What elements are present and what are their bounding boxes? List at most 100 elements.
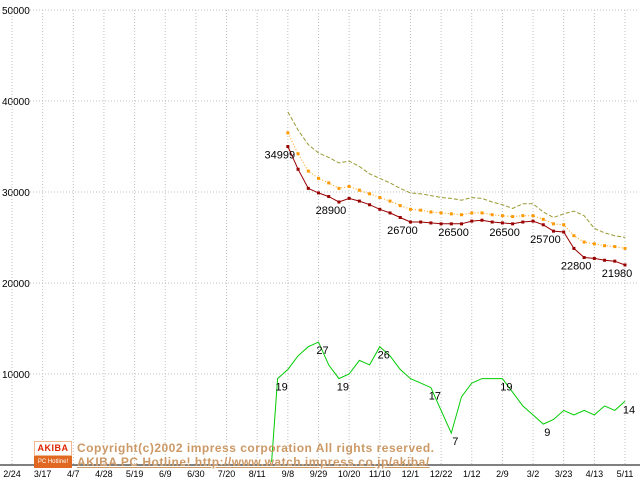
average-price-marker <box>347 185 351 189</box>
shop-count-value-label: 27 <box>316 345 328 357</box>
lowest-price-value-label: 34999 <box>265 150 296 162</box>
lowest-price-value-label: 21980 <box>602 268 633 280</box>
lowest-price-marker <box>296 167 300 171</box>
average-price-marker <box>388 199 392 203</box>
average-price-marker <box>296 152 300 156</box>
average-price-marker <box>286 131 290 135</box>
akiba-logo-text: AKIBA <box>34 441 72 456</box>
lowest-price-marker <box>317 191 320 195</box>
y-axis-label: 50000 <box>2 6 30 17</box>
lowest-price-marker <box>623 263 627 267</box>
x-axis-label: 2/24 <box>3 469 21 479</box>
shop-count-value-label: 9 <box>544 427 550 439</box>
lowest-price-value-label: 22800 <box>561 261 592 273</box>
x-axis-label: 4/7 <box>67 469 80 479</box>
average-price-marker <box>439 211 443 215</box>
lowest-price-marker <box>511 222 515 226</box>
average-price-marker <box>592 242 596 246</box>
x-axis-label: 4/28 <box>95 469 113 479</box>
average-price-marker <box>327 181 331 185</box>
x-axis-label: 6/9 <box>159 469 172 479</box>
average-price-marker <box>470 211 474 215</box>
x-axis-label: 6/30 <box>187 469 205 479</box>
x-axis-label: 10/20 <box>338 469 361 479</box>
lowest-price-marker <box>347 196 351 200</box>
average-price-marker <box>460 213 464 217</box>
lowest-price-marker <box>531 219 535 223</box>
average-price-marker <box>357 188 361 192</box>
lowest-price-marker <box>470 219 474 223</box>
lowest-price-marker <box>449 222 453 226</box>
x-axis-label: 3/23 <box>555 469 573 479</box>
x-axis-label: 12/1 <box>402 469 420 479</box>
average-price-marker <box>398 204 402 208</box>
y-axis-label: 30000 <box>2 188 30 199</box>
average-price-marker <box>337 186 341 190</box>
average-price-marker <box>378 195 382 199</box>
lowest-price-marker <box>306 186 310 190</box>
x-axis-label: 9/29 <box>310 469 328 479</box>
lowest-price-marker <box>521 220 525 224</box>
akiba-logo: AKIBA PC Hotline! <box>34 441 72 468</box>
shop-count-value-label: 7 <box>452 436 458 448</box>
average-price-marker <box>419 208 423 212</box>
watermark-text: Copyright(c)2002 impress corporation All… <box>77 441 434 469</box>
average-price-marker <box>531 214 535 218</box>
lowest-price-marker <box>286 145 290 149</box>
average-price-marker <box>582 240 586 244</box>
average-price-marker <box>500 214 504 218</box>
average-price-marker <box>603 244 607 248</box>
lowest-price-marker <box>480 218 484 222</box>
lowest-price-marker <box>572 246 576 250</box>
y-axis-label: 40000 <box>2 97 30 108</box>
average-price-marker <box>449 212 453 216</box>
x-axis-label: 4/13 <box>586 469 604 479</box>
lowest-price-marker <box>368 203 372 207</box>
lowest-price-marker <box>603 258 607 262</box>
highest-price-line <box>287 111 626 238</box>
average-price-marker <box>480 211 484 215</box>
x-axis-label: 9/8 <box>282 469 295 479</box>
average-price-marker <box>317 176 320 180</box>
lowest-price-value-label: 28900 <box>316 205 347 217</box>
lowest-price-value-label: 26700 <box>387 225 418 237</box>
average-price-marker <box>306 169 310 173</box>
site-url-line: AKIBA PC Hotline! http://www.watch.impre… <box>77 455 430 469</box>
average-price-marker <box>623 246 627 250</box>
x-axis-label: 8/11 <box>249 469 266 479</box>
lowest-price-marker <box>388 211 392 215</box>
average-price-marker <box>429 210 433 214</box>
average-price-marker <box>572 234 576 238</box>
lowest-price-marker <box>429 221 433 225</box>
akiba-logo-subtext: PC Hotline! <box>34 456 72 468</box>
lowest-price-marker <box>327 195 331 199</box>
lowest-price-marker <box>439 222 443 226</box>
lowest-price-marker <box>419 220 423 224</box>
shop-count-value-label: 14 <box>623 404 635 416</box>
x-axis-label: 3/2 <box>527 469 540 479</box>
shop-count-value-label: 19 <box>337 382 349 394</box>
lowest-price-marker <box>592 256 596 260</box>
lowest-price-marker <box>378 207 382 211</box>
lowest-price-marker <box>541 223 545 227</box>
average-price-marker <box>490 213 494 217</box>
x-axis-label: 11/10 <box>369 469 391 479</box>
shop-count-value-label: 17 <box>429 391 441 403</box>
average-price-marker <box>521 214 525 218</box>
lowest-price-marker <box>398 215 402 219</box>
copyright-line: Copyright(c)2002 impress corporation All… <box>77 441 435 455</box>
lowest-price-marker <box>408 220 412 224</box>
lowest-price-marker <box>357 199 361 203</box>
lowest-price-value-label: 25700 <box>530 234 561 246</box>
average-price-marker <box>368 192 372 196</box>
lowest-price-value-label: 26500 <box>438 227 469 239</box>
lowest-price-marker <box>562 230 566 234</box>
x-axis-label: 12/22 <box>430 469 453 479</box>
x-axis-label: 5/19 <box>126 469 144 479</box>
lowest-price-value-label: 26500 <box>489 227 520 239</box>
lowest-price-marker <box>582 256 586 260</box>
average-price-marker <box>541 217 545 221</box>
lowest-price-marker <box>500 221 504 225</box>
